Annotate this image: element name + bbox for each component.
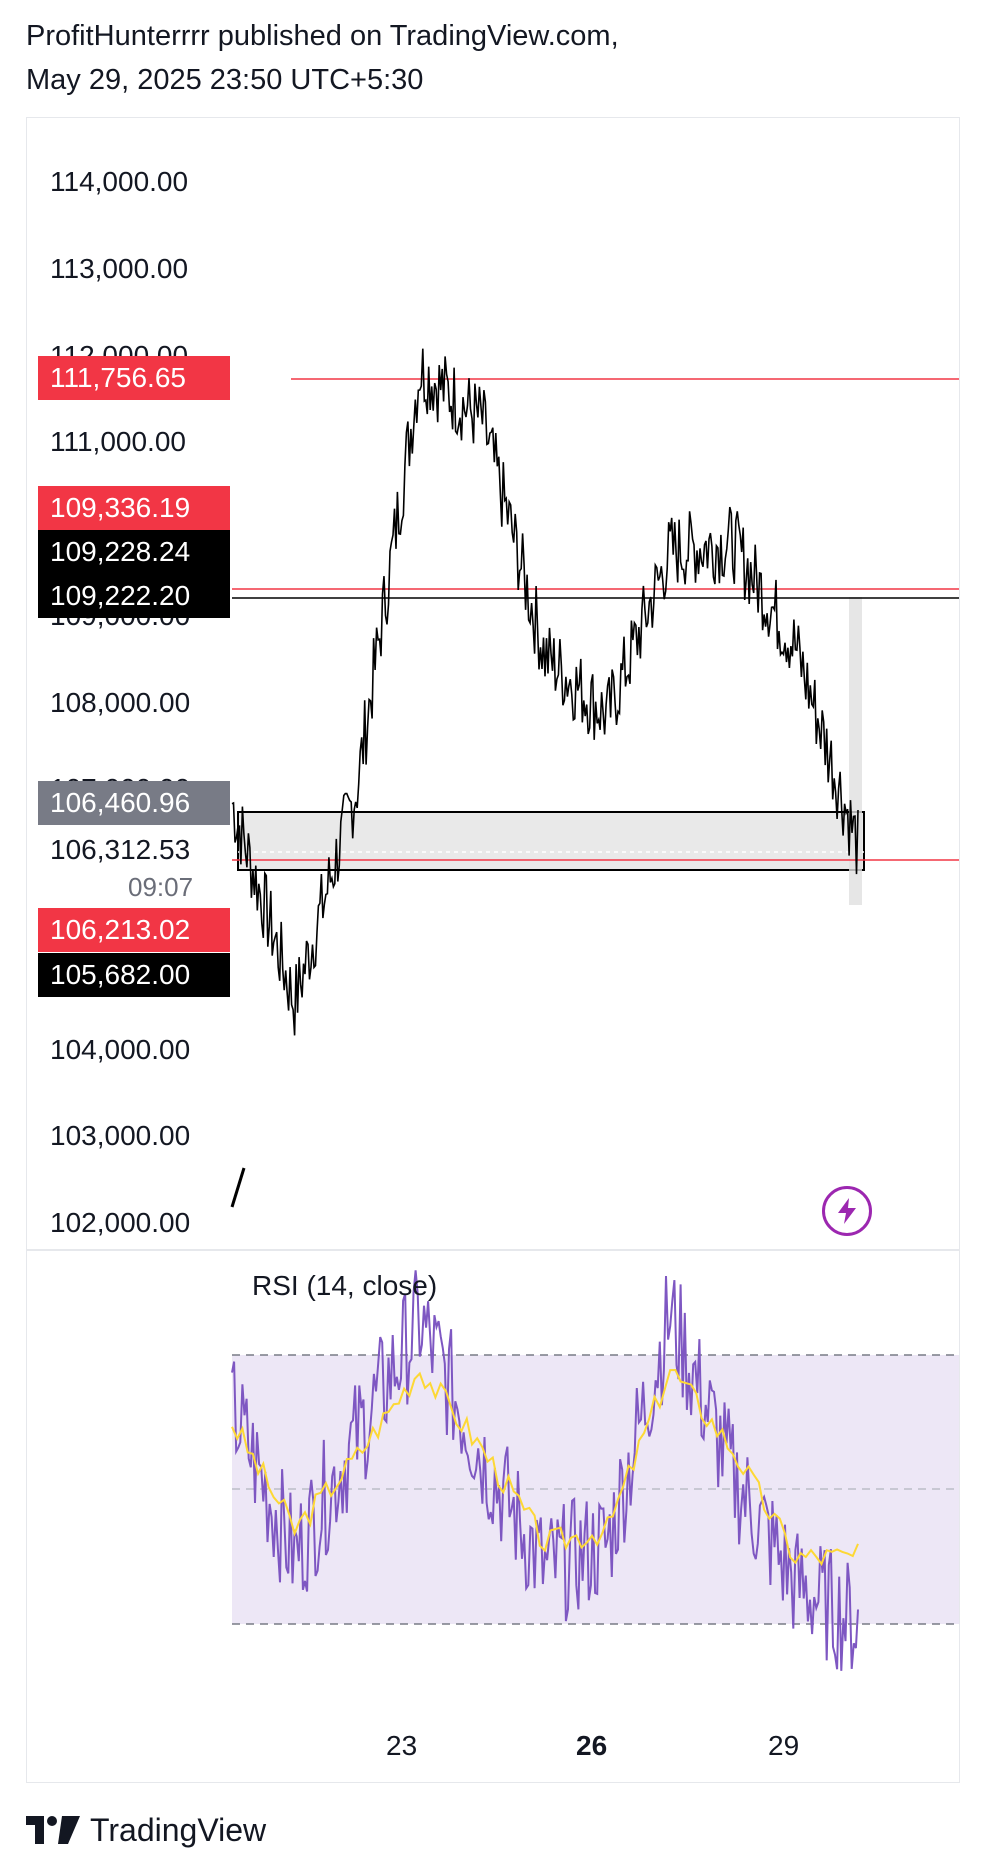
price-tick: 114,000.00: [50, 166, 189, 197]
price-tick: 103,000.00: [50, 1120, 191, 1151]
time-tick: 26: [576, 1730, 608, 1761]
price-tick: 104,000.00: [50, 1034, 191, 1065]
price-tick: 111,000.00: [50, 426, 186, 457]
price-tag-red: 109,336.19: [38, 486, 230, 530]
price-tag-black: 109,222.20: [38, 574, 230, 618]
publish-date: May 29, 2025 23:50 UTC+5:30: [26, 64, 424, 96]
bar-countdown: 09:07: [128, 872, 194, 902]
price-tag-red-low: 106,213.02: [38, 908, 230, 952]
price-tick: 102,000.00: [50, 1207, 191, 1238]
chart-frame: [26, 117, 960, 1783]
tradingview-logo-icon: [26, 1816, 80, 1844]
price-tag-black: 109,228.24: [38, 530, 230, 574]
current-price-label: 106,312.53: [50, 834, 191, 865]
price-tick: 113,000.00: [50, 253, 189, 284]
price-tag-high: 111,756.65: [38, 356, 230, 400]
lightning-icon[interactable]: [822, 1186, 872, 1236]
price-tag-black-low: 105,682.00: [38, 953, 230, 997]
offscreen-price-stub: [230, 1167, 246, 1208]
footer-brand: TradingView: [90, 1811, 267, 1848]
footer: TradingView: [26, 1808, 266, 1852]
publish-header: ProfitHunterrrr published on TradingView…: [26, 14, 619, 102]
support-zone[interactable]: [237, 811, 865, 871]
rsi-ma-line: [231, 1368, 859, 1567]
price-line: [231, 348, 859, 1036]
rsi-title: RSI (14, close): [252, 1270, 438, 1301]
price-tick: 108,000.00: [50, 687, 191, 718]
time-tick: 29: [768, 1730, 800, 1761]
time-tick: 23: [386, 1730, 418, 1761]
price-tag-last: 106,460.96: [38, 781, 230, 825]
publisher-line: ProfitHunterrrr published on TradingView…: [26, 20, 619, 52]
